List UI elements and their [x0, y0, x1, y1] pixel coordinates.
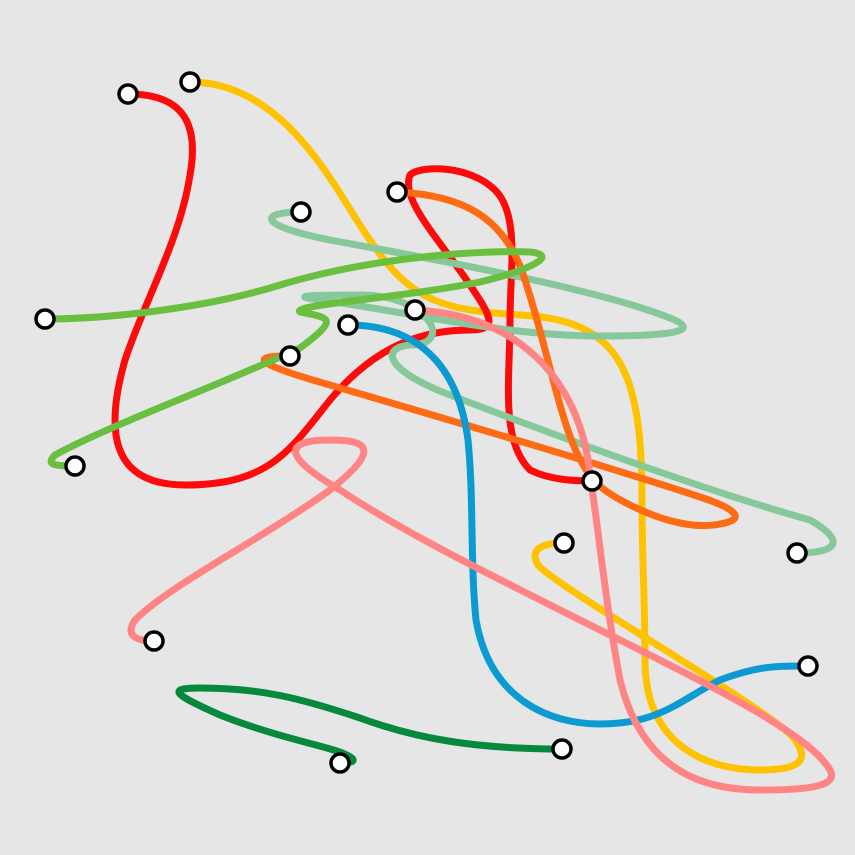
orange-curve-end-handle[interactable]	[279, 345, 301, 367]
yellow-curve-start-handle[interactable]	[179, 71, 201, 93]
lime-curve-start-handle[interactable]	[34, 308, 56, 330]
orange-curve-start-handle[interactable]	[386, 181, 408, 203]
red-curve-end-handle[interactable]	[581, 470, 603, 492]
green-curve	[175, 684, 566, 767]
yellow-curve	[186, 78, 805, 774]
lime-curve	[41, 248, 546, 470]
blue-curve-end-handle[interactable]	[797, 655, 819, 677]
yellow-curve-end-handle[interactable]	[553, 532, 575, 554]
pink-curve-start-handle[interactable]	[404, 299, 426, 321]
blue-curve-start-handle[interactable]	[337, 314, 359, 336]
blue-curve	[344, 321, 812, 728]
pink-curve-end-handle[interactable]	[143, 630, 165, 652]
orange-curve	[260, 188, 739, 529]
red-curve-start-handle[interactable]	[117, 83, 139, 105]
pink-curve	[127, 306, 835, 794]
mint-curve-start-handle[interactable]	[290, 201, 312, 223]
green-curve-start-handle[interactable]	[551, 738, 573, 760]
mint-curve-end-handle[interactable]	[786, 542, 808, 564]
lime-curve-end-handle[interactable]	[64, 455, 86, 477]
green-curve-end-handle[interactable]	[329, 752, 351, 774]
